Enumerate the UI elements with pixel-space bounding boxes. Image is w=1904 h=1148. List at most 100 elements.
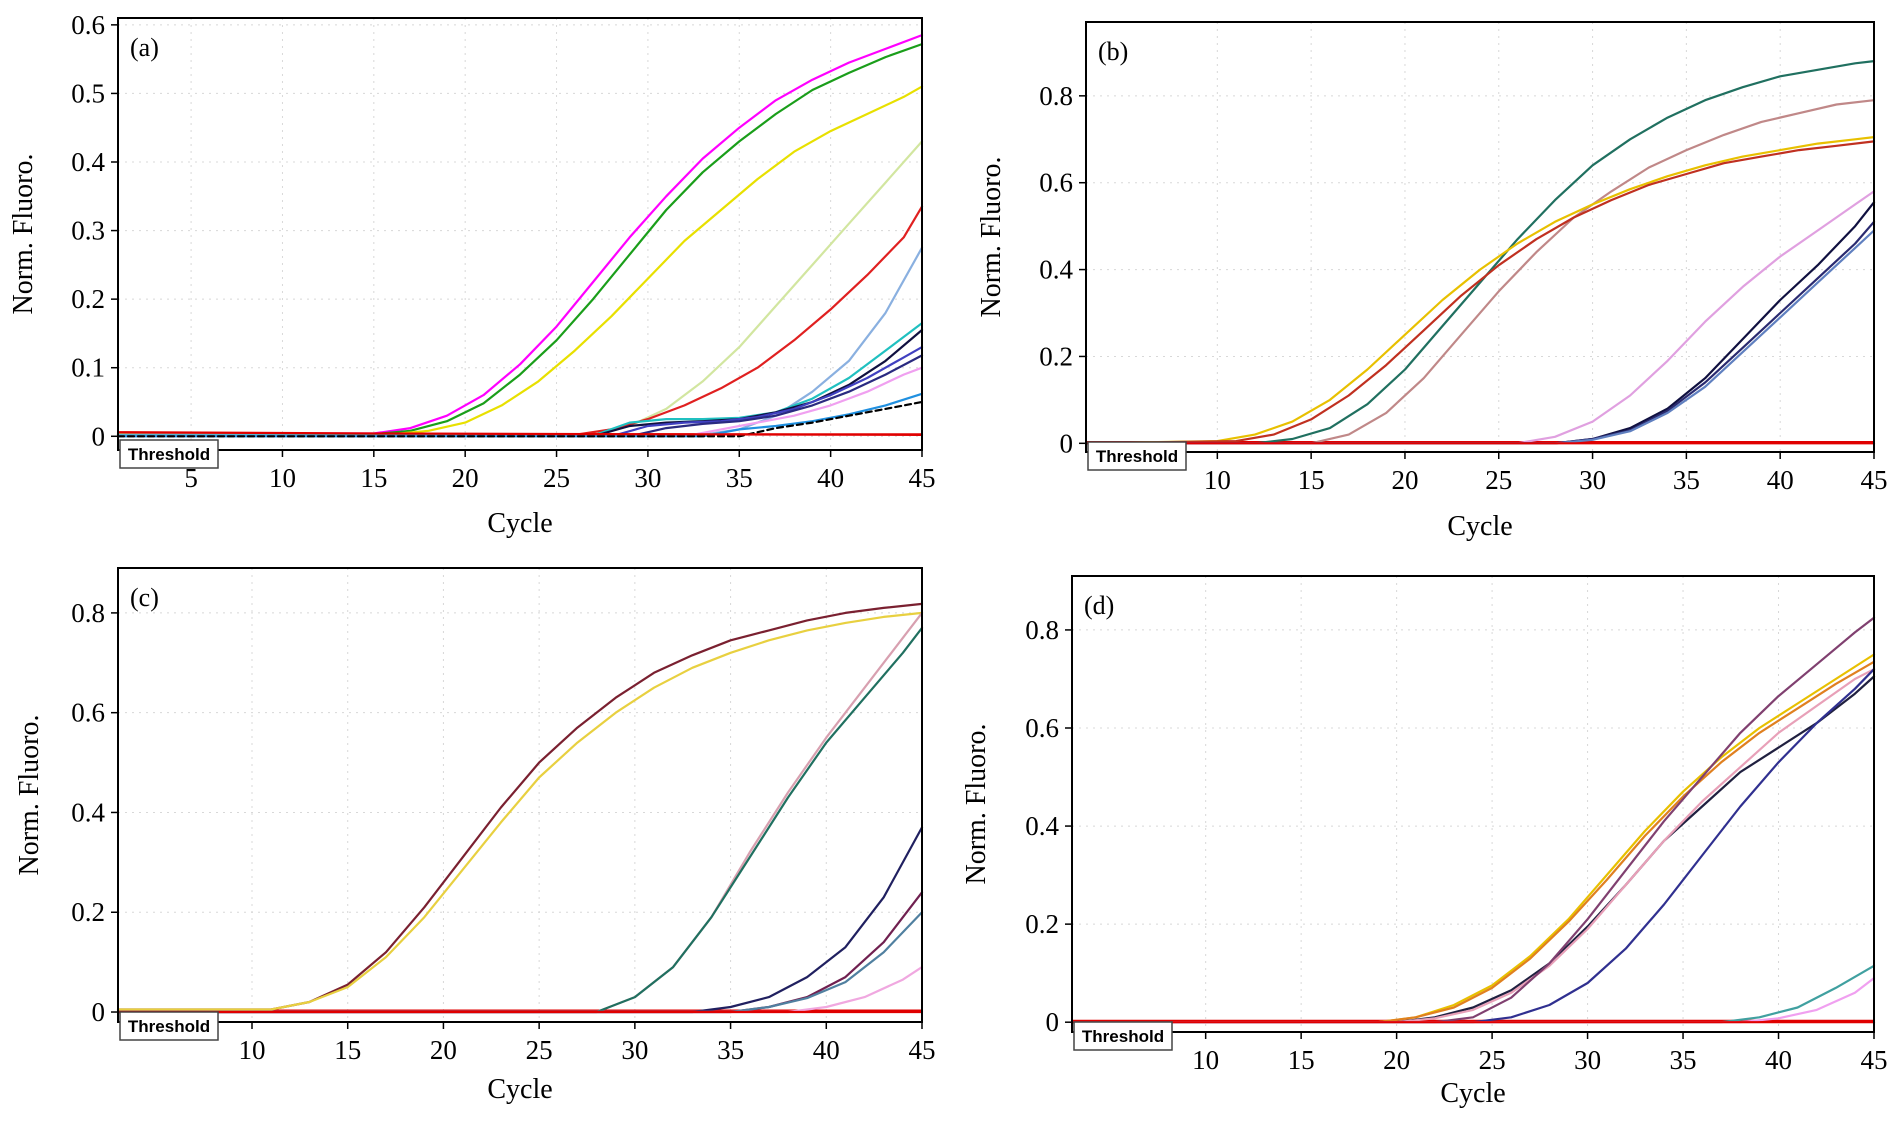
plot-frame (1071, 575, 1875, 1033)
y-axis-label: Norm. Fluoro. (14, 715, 45, 876)
x-tick-label: 30 (1574, 1045, 1601, 1075)
x-tick-label: 15 (1288, 1045, 1315, 1075)
series-line (116, 346, 924, 438)
y-tick-label: 0.6 (71, 698, 105, 728)
y-tick-label: 0.8 (1039, 81, 1073, 111)
panel-label: (a) (130, 33, 159, 62)
series-line (116, 891, 924, 1014)
plot-frame (117, 567, 923, 1023)
series-line (1070, 653, 1876, 1024)
series-line (1084, 220, 1876, 445)
x-axis-label: Cycle (1440, 1078, 1505, 1109)
series-line (116, 400, 924, 438)
y-tick-label: 0 (1060, 428, 1074, 458)
y-tick-label: 0 (92, 997, 106, 1027)
series-line (1070, 660, 1876, 1024)
y-tick-label: 0.1 (71, 353, 105, 383)
x-tick-label: 20 (430, 1035, 457, 1065)
series-line (1070, 668, 1876, 1024)
x-tick-label: 35 (1673, 465, 1700, 495)
x-tick-label: 5 (184, 463, 198, 493)
x-tick-label: 25 (526, 1035, 553, 1065)
threshold-tag: Threshold (119, 1011, 219, 1041)
threshold-label: Threshold (128, 1017, 210, 1036)
threshold-tag: Threshold (119, 439, 219, 469)
x-tick-label: 10 (1204, 465, 1231, 495)
x-tick-label: 25 (543, 463, 570, 493)
panel-b: 10 15 20 25 30 35 40 45 0 0.2 0.4 0.6 0.8 (b) Threshol… (976, 21, 1888, 542)
x-tick-label: 35 (726, 463, 753, 493)
series-line (116, 602, 924, 1011)
x-tick-label: 35 (717, 1035, 744, 1065)
y-tick-label: 0.2 (1025, 909, 1059, 939)
series-line (116, 626, 924, 1014)
y-tick-label: 0 (1046, 1007, 1060, 1037)
series-line (116, 140, 924, 436)
y-tick-label: 0 (92, 421, 106, 451)
series-line (1070, 977, 1876, 1024)
series-line (116, 611, 924, 1011)
threshold-label: Threshold (128, 445, 210, 464)
x-tick-label: 40 (1767, 465, 1794, 495)
y-axis-label: Norm. Fluoro. (8, 154, 39, 315)
x-tick-label: 20 (1391, 465, 1418, 495)
y-tick-label: 0.4 (71, 797, 105, 827)
x-tick-label: 40 (813, 1035, 840, 1065)
threshold-label: Threshold (1096, 447, 1178, 466)
x-axis-label: Cycle (487, 1074, 552, 1105)
x-tick-label: 45 (1861, 465, 1888, 495)
y-tick-label: 0.2 (71, 897, 105, 927)
threshold-box (119, 439, 219, 469)
threshold-label: Threshold (1082, 1027, 1164, 1046)
panel-label: (b) (1098, 37, 1128, 66)
x-tick-label: 10 (239, 1035, 266, 1065)
series-line (1084, 190, 1876, 445)
x-tick-label: 20 (452, 463, 479, 493)
x-tick-label: 35 (1670, 1045, 1697, 1075)
series-line (1084, 229, 1876, 445)
y-tick-label: 0.6 (1025, 713, 1059, 743)
series-line (116, 328, 924, 438)
panel-d: 10 15 20 25 30 35 40 45 0 0.2 0.4 0.6 0.8 (d) Threshol… (961, 575, 1888, 1109)
y-tick-label: 0.4 (71, 147, 105, 177)
x-tick-label: 25 (1485, 465, 1512, 495)
x-tick-label: 30 (621, 1035, 648, 1065)
threshold-box (119, 1011, 219, 1041)
y-tick-label: 0.3 (71, 216, 105, 246)
x-axis-label: Cycle (487, 508, 552, 539)
panel-label: (d) (1084, 591, 1114, 620)
y-tick-label: 0.4 (1025, 811, 1059, 841)
x-tick-label: 45 (909, 1035, 936, 1065)
x-tick-label: 25 (1479, 1045, 1506, 1075)
x-tick-label: 45 (909, 463, 936, 493)
y-axis-label: Norm. Fluoro. (976, 157, 1007, 318)
y-tick-label: 0.2 (71, 284, 105, 314)
x-tick-label: 15 (1298, 465, 1325, 495)
x-tick-label: 15 (334, 1035, 361, 1065)
series-line (116, 34, 924, 435)
y-tick-label: 0.4 (1039, 255, 1073, 285)
panel-label: (c) (130, 583, 159, 612)
plot-frame (117, 17, 923, 451)
threshold-tag: Threshold (1073, 1021, 1173, 1051)
panel-a: 5 10 15 20 25 30 35 40 45 0 0.1 0.2 0.3 0.4 0.5 0.6 (a) T… (8, 10, 936, 539)
y-tick-label: 0.2 (1039, 341, 1073, 371)
series-line (116, 205, 924, 436)
series-line (1084, 136, 1876, 445)
x-tick-label: 45 (1861, 1045, 1888, 1075)
series-line (116, 354, 924, 438)
series-line (116, 322, 924, 437)
series-line (116, 85, 924, 436)
x-tick-label: 15 (360, 463, 387, 493)
y-tick-label: 0.5 (71, 78, 105, 108)
x-tick-label: 40 (1765, 1045, 1792, 1075)
y-tick-label: 0.8 (1025, 615, 1059, 645)
series-line (116, 431, 924, 436)
x-tick-label: 40 (817, 463, 844, 493)
x-tick-label: 20 (1383, 1045, 1410, 1075)
series-line (1070, 616, 1876, 1024)
series-line (1070, 668, 1876, 1024)
x-tick-label: 30 (634, 463, 661, 493)
threshold-tag: Threshold (1087, 441, 1187, 471)
